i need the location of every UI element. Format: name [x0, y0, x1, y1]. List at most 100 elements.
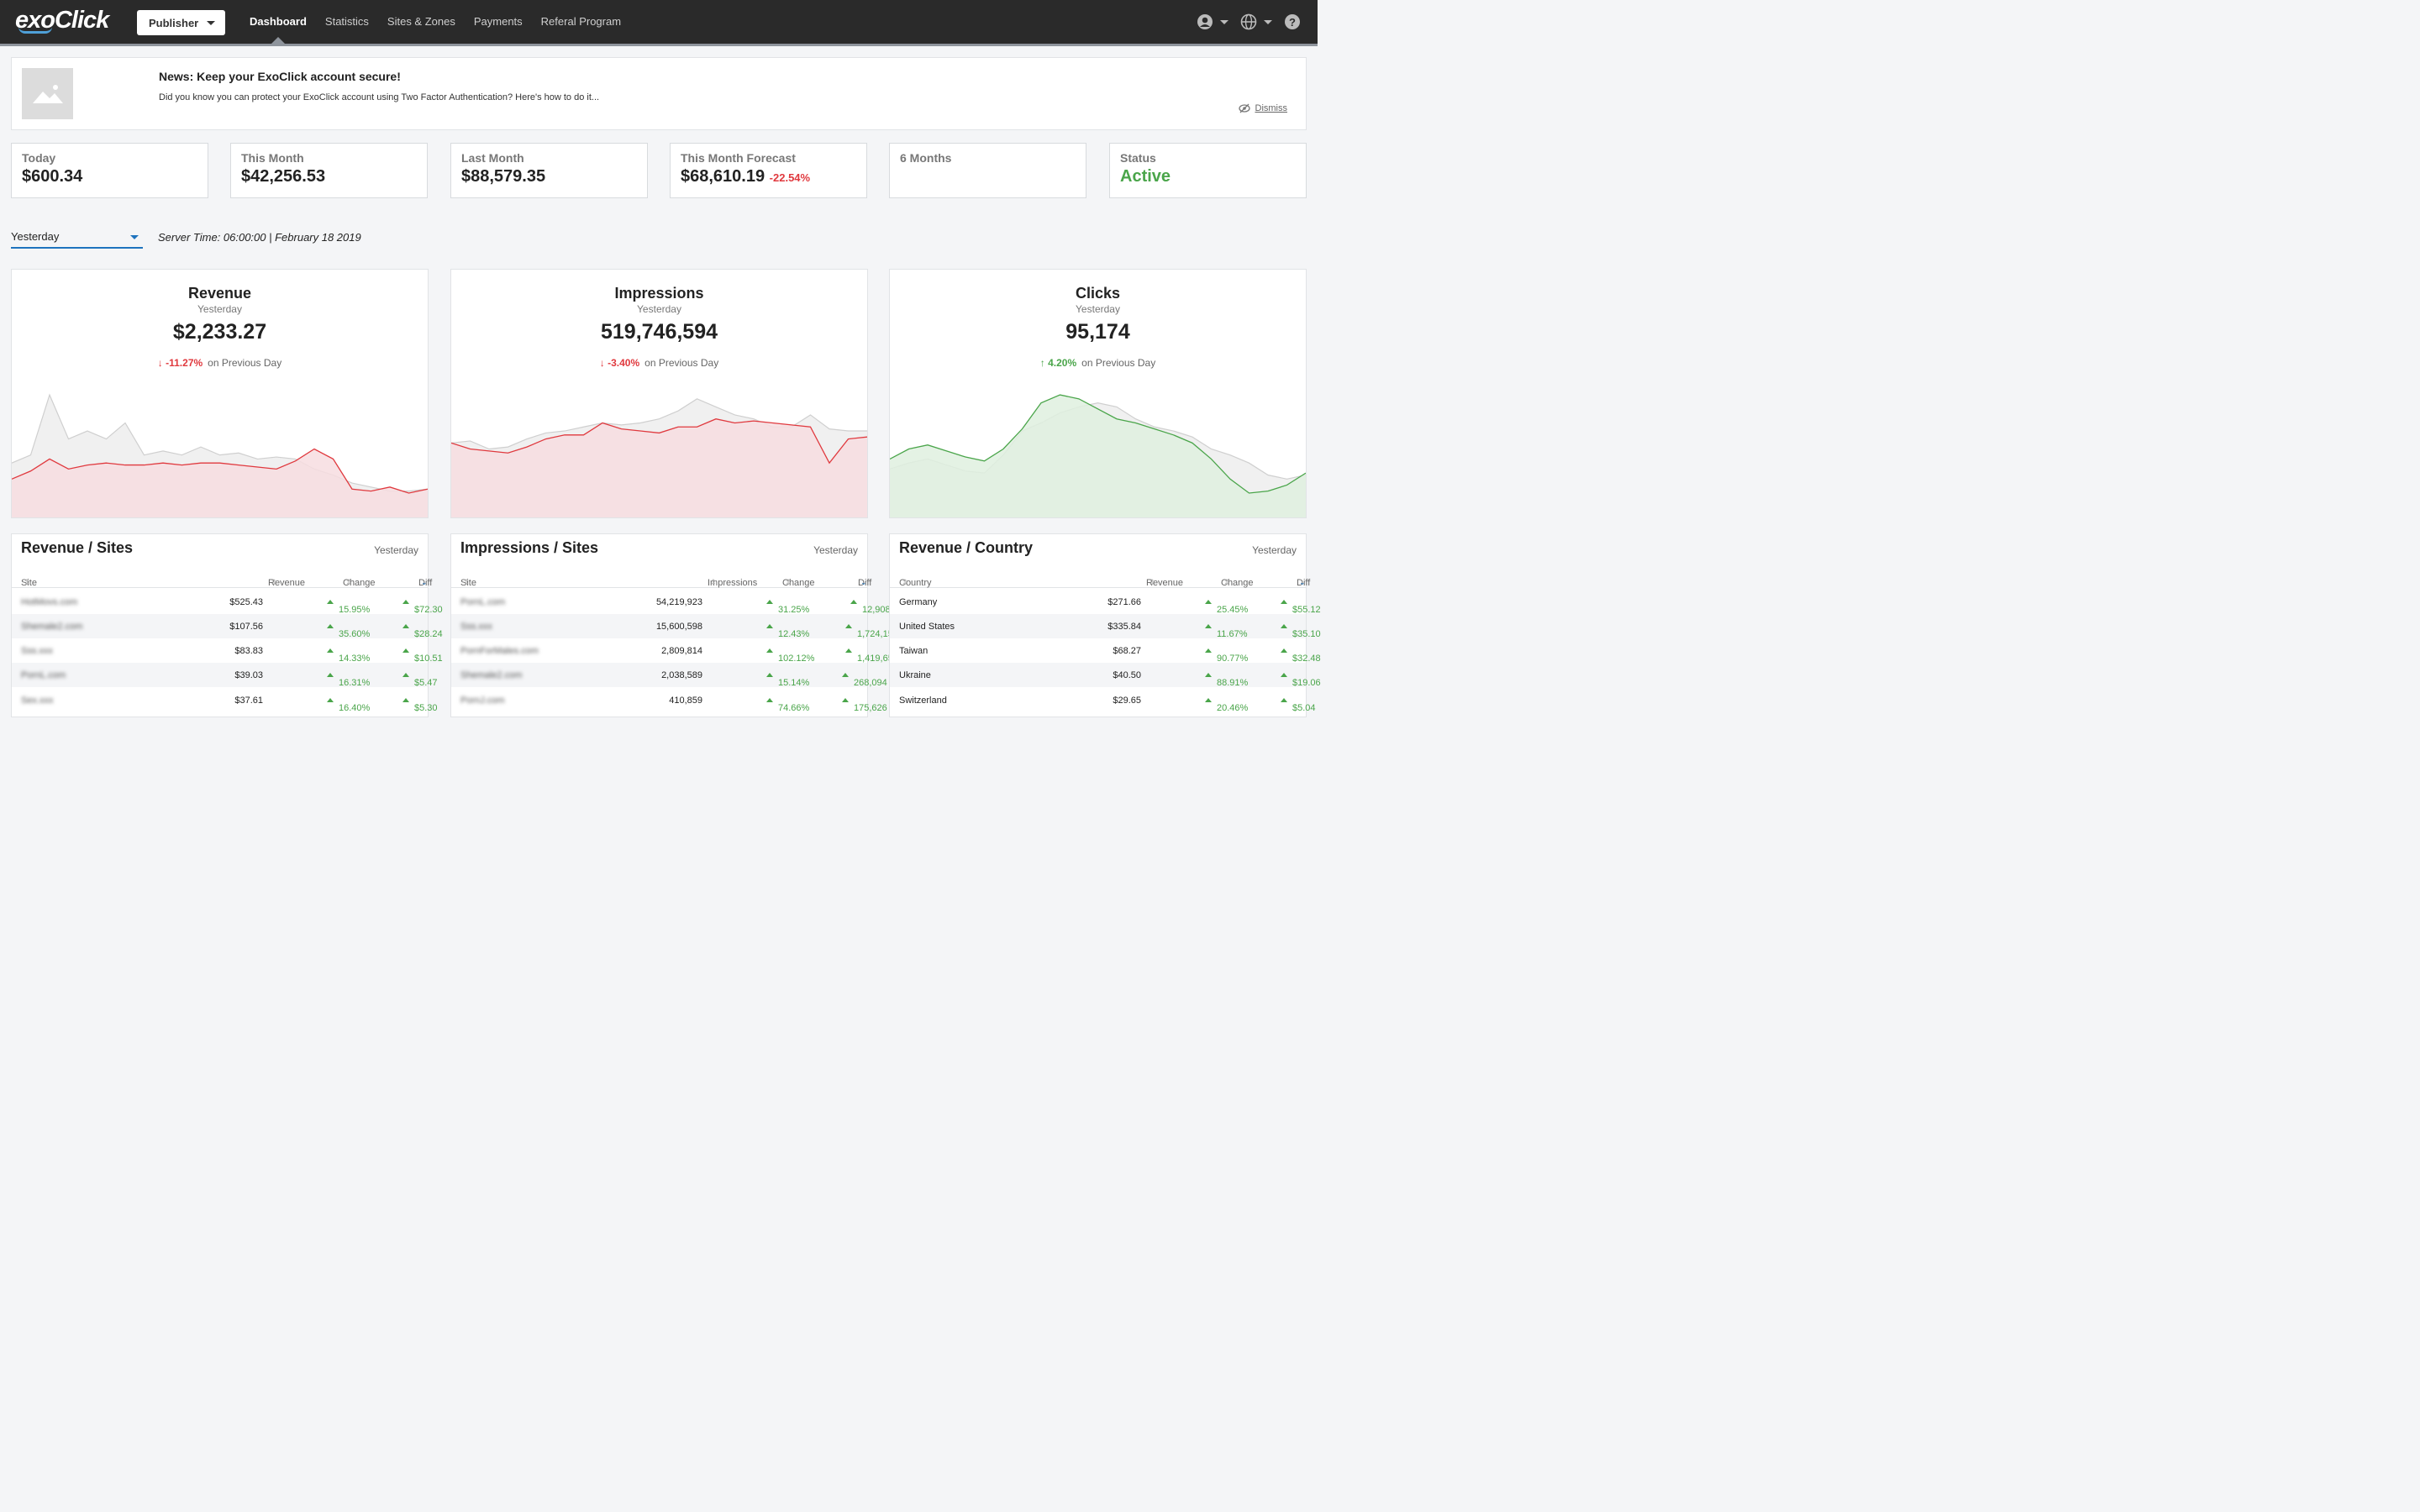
table-row[interactable]: PornL.com 54,219,923 31.25% 12,908,990 — [460, 597, 909, 615]
table-row[interactable]: United States $335.84 11.67% $35.10 — [890, 614, 1321, 639]
table-row[interactable]: PornL.com $39.03 16.31% $5.47 — [12, 663, 438, 688]
clicks-area-chart — [890, 394, 1306, 517]
arrow-up-icon — [402, 673, 409, 677]
table-row[interactable]: Sss.xxx 15,600,598 12.43% 1,724,157 — [451, 614, 898, 639]
kpi-six-months: 6 Months — [889, 143, 1086, 198]
arrow-up-icon — [1205, 648, 1212, 653]
arrow-up-icon — [766, 600, 773, 604]
arrow-up-icon — [1281, 600, 1287, 604]
revenue-sites-table: Revenue / Sites Yesterday Site ⇕ Revenue ⇕… — [11, 533, 443, 717]
arrow-up-icon — [1281, 648, 1287, 653]
help-button[interactable]: ? — [1284, 13, 1301, 30]
table-row[interactable]: Shemale2.com $107.56 35.60% $28.24 — [12, 614, 443, 639]
current-period-line — [12, 448, 428, 494]
revenue-area-chart — [12, 393, 428, 517]
arrow-up-icon — [766, 624, 773, 628]
chevron-down-icon — [1264, 19, 1272, 24]
table-row[interactable]: Sss.xxx $83.83 14.33% $10.51 — [21, 646, 443, 664]
previous-period-line — [12, 393, 428, 492]
arrow-up-icon — [327, 673, 334, 677]
current-period-area — [12, 449, 428, 517]
revenue-chart-card: Revenue Yesterday $2,233.27 ↓ -11.27% on … — [11, 269, 429, 518]
navbar-divider — [0, 44, 1318, 46]
table-row[interactable]: HotMovs.com $525.43 15.95% $72.30 — [21, 597, 443, 615]
top-navbar: exoClick Publisher Dashboard Statistics … — [0, 0, 1318, 44]
arrow-up-icon — [402, 648, 409, 653]
arrow-up-icon — [1205, 624, 1212, 628]
table-header: Site ⇕ Revenue ⇕ Change ⇕ Diff ⌄ — [12, 564, 432, 588]
server-time: Server Time: 06:00:00 | February 18 2019 — [158, 231, 361, 244]
image-placeholder-icon — [22, 68, 73, 119]
kpi-forecast-value: $68,610.19 — [681, 167, 765, 186]
sort-icon: ⇕ — [1223, 578, 1230, 586]
eye-slash-icon — [1238, 103, 1250, 113]
chevron-down-icon — [207, 20, 216, 25]
arrow-up-icon — [327, 698, 334, 702]
arrow-up-icon — [1205, 698, 1212, 702]
nav-dashboard[interactable]: Dashboard — [240, 0, 316, 44]
table-row[interactable]: Taiwan $68.27 90.77% $32.48 — [899, 646, 1321, 664]
table-header: Country ⇕ Revenue ⇕ Change ⇕ Diff ⌄ — [890, 564, 1310, 588]
arrow-up-icon — [402, 624, 409, 628]
top-icons: ? — [1197, 13, 1301, 30]
table-row[interactable]: PornJ.com 410,859 74.66% 175,626 — [460, 696, 887, 713]
arrow-up-icon — [327, 600, 334, 604]
current-period-line — [451, 418, 867, 465]
arrow-down-icon: ↓ -3.40% — [599, 357, 640, 369]
sort-icon: ⇕ — [345, 578, 352, 586]
arrow-up-icon — [845, 624, 852, 628]
news-text[interactable]: Did you know you can protect your ExoCli… — [159, 92, 600, 102]
current-period-area — [451, 418, 867, 517]
arrow-up-icon — [1281, 673, 1287, 677]
arrow-up-icon — [402, 698, 409, 702]
arrow-up-icon — [1205, 600, 1212, 604]
table-header: Site ⇕ Impressions ⇕ Change ⇕ Diff ⌄ — [451, 564, 871, 588]
logo-swoosh — [18, 27, 52, 34]
publisher-dropdown-button[interactable]: Publisher — [137, 10, 225, 35]
account-menu[interactable] — [1197, 13, 1228, 30]
table-row[interactable]: Germany $271.66 25.45% $55.12 — [899, 597, 1321, 615]
status-badge: Active — [1120, 167, 1171, 186]
main-nav: Dashboard Statistics Sites & Zones Payme… — [240, 0, 630, 44]
news-banner: News: Keep your ExoClick account secure!… — [11, 57, 1307, 130]
arrow-up-icon — [766, 648, 773, 653]
current-period-area — [890, 395, 1306, 517]
sort-icon: ⇕ — [785, 578, 792, 586]
impressions-area-chart — [451, 398, 867, 517]
table-row[interactable]: Switzerland $29.65 20.46% $5.04 — [899, 696, 1316, 713]
impressions-chart-card: Impressions Yesterday 519,746,594 ↓ -3.4… — [450, 269, 868, 518]
kpi-last-month: Last Month $88,579.35 — [450, 143, 648, 198]
table-row[interactable]: Shemale2.com 2,038,589 15.14% 268,094 — [451, 663, 887, 688]
revenue-country-table: Revenue / Country Yesterday Country ⇕ Rev… — [889, 533, 1321, 717]
nav-sites-zones[interactable]: Sites & Zones — [387, 15, 455, 28]
sort-icon: ⇕ — [271, 578, 277, 586]
dismiss-button[interactable]: Dismiss — [1238, 103, 1287, 113]
language-menu[interactable] — [1240, 13, 1272, 30]
exoclick-logo[interactable]: exoClick — [15, 7, 109, 34]
sort-icon: ⇕ — [463, 578, 470, 586]
table-row[interactable]: Ukraine $40.50 88.91% $19.06 — [890, 663, 1321, 688]
kpi-today: Today $600.34 — [11, 143, 208, 198]
period-select[interactable]: Yesterday — [11, 227, 143, 249]
arrow-up-icon — [402, 600, 409, 604]
news-title: News: Keep your ExoClick account secure! — [159, 70, 401, 83]
globe-icon — [1240, 13, 1257, 30]
nav-payments[interactable]: Payments — [473, 15, 523, 28]
arrow-up-icon — [1205, 673, 1212, 677]
user-icon — [1197, 14, 1213, 29]
svg-text:?: ? — [1289, 16, 1296, 29]
kpi-this-month: This Month $42,256.53 — [230, 143, 428, 198]
arrow-up-icon — [845, 648, 852, 653]
chevron-down-icon — [130, 235, 139, 239]
arrow-up-icon — [327, 624, 334, 628]
sort-icon: ⇕ — [1149, 578, 1155, 586]
table-row[interactable]: Sex.xxx $37.61 16.40% $5.30 — [21, 696, 438, 713]
table-row[interactable]: PornForMales.com 2,809,814 102.12% 1,419,65… — [460, 646, 898, 664]
current-period-line — [890, 394, 1306, 494]
nav-statistics[interactable]: Statistics — [324, 15, 369, 28]
sort-icon: ⇕ — [24, 578, 30, 586]
arrow-up-icon — [842, 698, 849, 702]
chevron-down-icon — [1220, 19, 1228, 24]
nav-referal-program[interactable]: Referal Program — [540, 15, 622, 28]
kpi-forecast-change: -22.54% — [769, 171, 811, 184]
